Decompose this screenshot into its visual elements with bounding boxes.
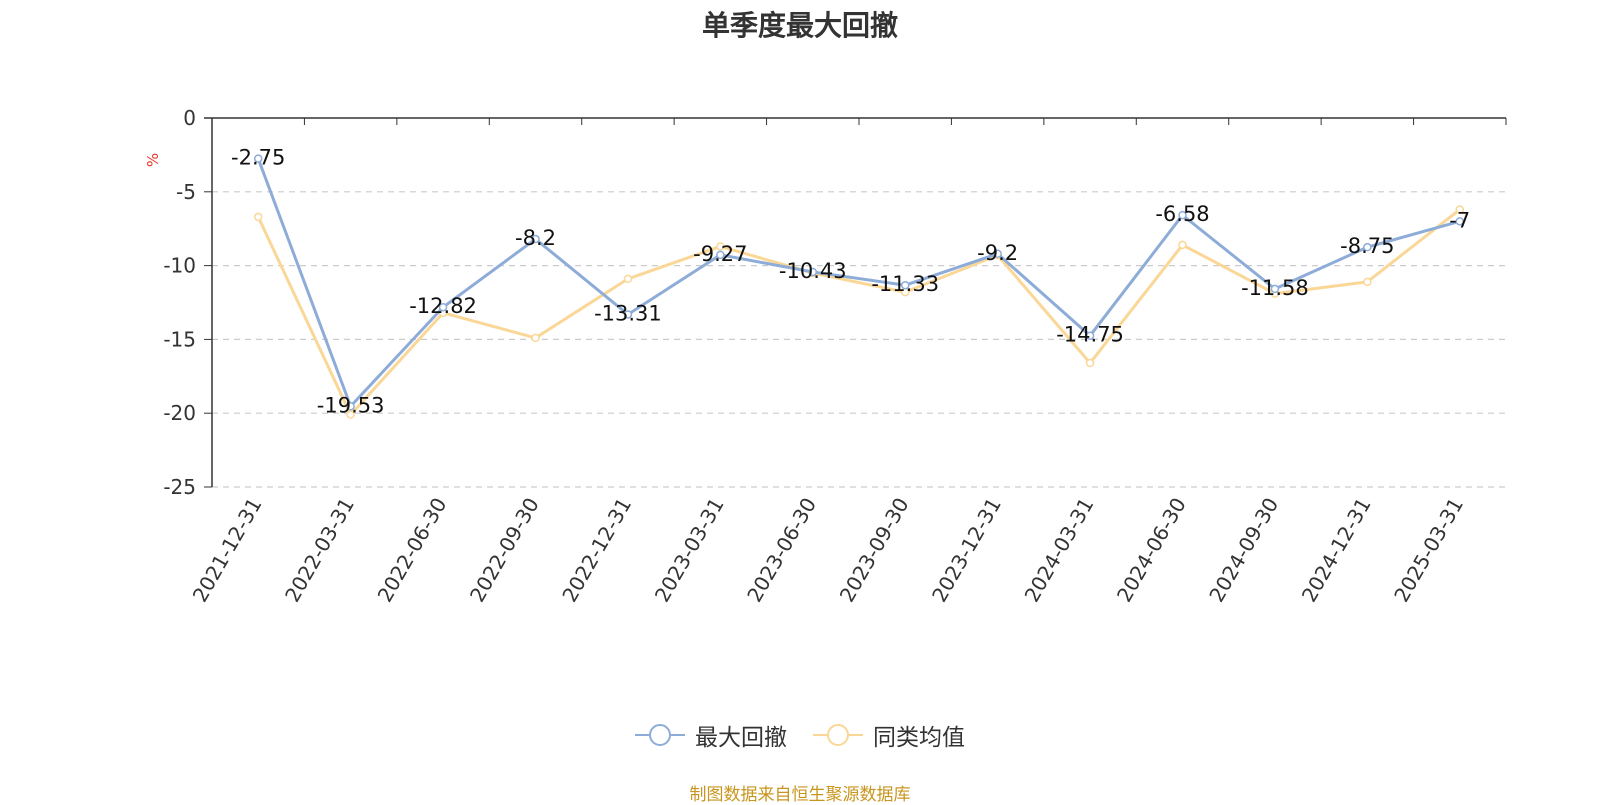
data-point: [531, 234, 540, 244]
data-point: [1085, 331, 1095, 340]
data-point: [253, 212, 263, 222]
x-tick-label: 2022-06-30: [372, 493, 451, 606]
legend-marker-icon: [635, 724, 685, 746]
x-tick-label: 2024-06-30: [1112, 494, 1191, 607]
y-axis-unit-label: %: [144, 153, 162, 167]
data-point: [900, 280, 910, 290]
data-point: [1178, 240, 1187, 250]
data-label: -9.2: [977, 241, 1018, 265]
y-tick-label: -10: [163, 254, 196, 278]
x-tick-label: 2023-06-30: [742, 494, 821, 607]
data-point: [716, 250, 725, 260]
data-point: [346, 410, 355, 419]
x-tick-label: 2022-03-31: [280, 494, 359, 607]
y-tick-label: 0: [183, 106, 196, 130]
data-label: -7: [1449, 208, 1470, 232]
data-label: -10.43: [779, 259, 847, 283]
x-tick-label: 2021-12-31: [188, 494, 267, 607]
gridlines: [212, 191, 1506, 488]
data-point: [623, 274, 633, 284]
data-point: [1455, 205, 1465, 214]
data-point: [808, 267, 818, 277]
data-labels: -2.75 -19.53 -12.82 -8.2 -13.31 -9.27 -10.43 -1…: [231, 146, 1470, 418]
data-point: [716, 242, 725, 251]
data-label: -9.27: [693, 242, 747, 266]
data-label: -13.31: [594, 301, 662, 325]
x-tick-label: 2023-03-31: [650, 494, 729, 607]
data-label: -14.75: [1056, 323, 1124, 347]
series-line: [256, 158, 1461, 408]
y-tick-label: -25: [163, 475, 196, 499]
x-tick-label: 2023-09-30: [835, 494, 914, 607]
legend-label: 同类均值: [873, 725, 965, 751]
x-tick-label: 2024-09-30: [1204, 494, 1283, 607]
legend-item-max-drawdown[interactable]: 最大回撤: [635, 718, 787, 752]
data-point: [438, 302, 448, 312]
data-point: [1178, 210, 1187, 220]
x-tick-label: 2022-09-30: [465, 494, 544, 607]
y-tick-label: -20: [163, 401, 196, 425]
data-point: [1455, 217, 1465, 226]
legend-label: 最大回撤: [695, 725, 787, 751]
data-point: [1270, 284, 1280, 294]
x-tick-label: 2025-03-31: [1389, 494, 1468, 607]
series-lines: [253, 154, 1465, 419]
data-label: -6.58: [1155, 202, 1209, 226]
data-label: -11.33: [871, 272, 939, 296]
x-tick-label: 2023-12-31: [927, 493, 1006, 606]
data-label: -8.75: [1340, 234, 1394, 258]
series-line: [256, 208, 1461, 417]
x-tick-label: 2024-12-31: [1297, 494, 1376, 607]
y-tick-label: -15: [163, 327, 196, 351]
y-tick-label: -5: [176, 180, 196, 204]
data-point: [253, 154, 263, 163]
data-point: [1363, 242, 1372, 252]
data-point: [1085, 358, 1095, 368]
data-label: -11.58: [1241, 276, 1309, 300]
legend-item-peer-average[interactable]: 同类均值: [813, 718, 965, 752]
chart-title: 单季度最大回撤: [701, 9, 898, 42]
x-tick-label: 2024-03-31: [1019, 494, 1098, 607]
data-point: [531, 333, 540, 343]
legend-marker-icon: [813, 724, 863, 746]
data-label: -8.2: [515, 226, 556, 250]
data-label: -19.53: [317, 393, 385, 417]
data-label: -12.82: [409, 294, 477, 318]
data-point: [623, 310, 633, 319]
data-label: -2.75: [231, 146, 285, 170]
source-note: 制图数据来自恒生聚源数据库: [689, 785, 911, 805]
data-point: [1363, 277, 1372, 287]
legend: 最大回撤 同类均值: [0, 718, 1600, 752]
x-tick-label: 2022-12-31: [557, 494, 636, 607]
data-point: [346, 402, 355, 411]
data-point: [993, 249, 1002, 259]
